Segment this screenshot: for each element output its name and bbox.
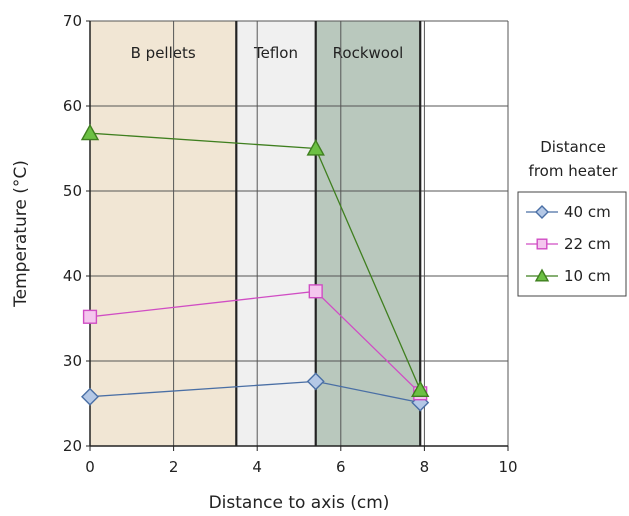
legend: Distance from heater 40 cm 22 cm 10 cm [517,138,627,297]
legend-marker [535,205,549,219]
region-label: Rockwool [333,44,404,62]
legend-label: 10 cm [564,267,611,285]
data-point [411,380,430,397]
legend-label: 40 cm [564,203,611,221]
x-axis-title: Distance to axis (cm) [209,493,390,513]
region-teflon [236,21,316,446]
legend-label: 22 cm [564,235,611,253]
x-tick-label: 0 [85,458,95,476]
region-label: B pellets [131,44,196,62]
x-tick-label: 8 [420,458,430,476]
legend-marker [534,268,550,282]
data-point [306,372,325,391]
y-tick-label: 50 [63,182,82,200]
ticks-layer: 20 30 40 50 60 70 0 2 4 6 8 10 [63,12,518,476]
y-tick-label: 20 [63,437,82,455]
y-tick-label: 60 [63,97,82,115]
data-point [82,309,98,324]
legend-title-line-2: from heater [529,162,619,180]
x-tick-label: 2 [169,458,179,476]
data-point [306,139,325,156]
y-axis-title: Temperature (°C) [11,160,31,308]
legend-marker [536,238,548,250]
legend-title-line-1: Distance [540,138,606,156]
y-tick-label: 70 [63,12,82,30]
region-label: Teflon [253,44,298,62]
data-point [308,284,323,299]
grid-layer [89,20,509,447]
y-tick-label: 30 [63,352,82,370]
series-10-cm [80,123,430,397]
legend-entry: 22 cm [526,235,611,253]
region-b-pellets [90,21,237,446]
data-point [81,387,99,406]
legend-entry: 40 cm [526,203,611,221]
regions-layer: B pellets Teflon Rockwool [90,21,508,446]
y-tick-label: 40 [63,267,82,285]
x-tick-label: 6 [336,458,346,476]
x-tick-label: 4 [252,458,262,476]
series-layer [80,123,430,412]
legend-entry: 10 cm [526,267,611,285]
data-point [80,123,100,141]
region-rockwool [315,21,421,446]
x-tick-label: 10 [498,458,517,476]
